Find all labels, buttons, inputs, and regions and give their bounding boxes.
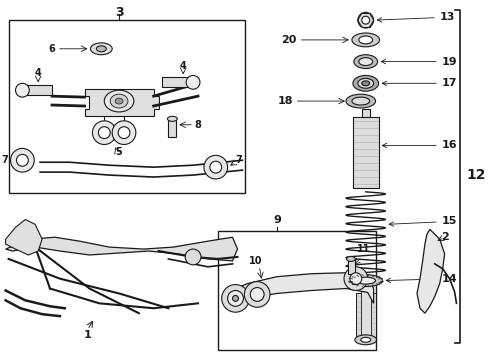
Circle shape (209, 161, 221, 173)
Circle shape (221, 284, 249, 312)
Circle shape (118, 127, 130, 139)
Text: 5: 5 (116, 147, 122, 157)
Circle shape (232, 296, 238, 301)
Polygon shape (416, 229, 444, 313)
Text: 13: 13 (377, 12, 454, 22)
Ellipse shape (104, 90, 134, 112)
Text: 7: 7 (2, 155, 9, 165)
Text: 19: 19 (381, 57, 456, 67)
Circle shape (349, 273, 361, 284)
Circle shape (17, 154, 28, 166)
Bar (168, 119, 176, 136)
Polygon shape (6, 237, 237, 261)
Text: 4: 4 (35, 68, 41, 78)
Circle shape (361, 16, 369, 24)
Bar (347, 259, 354, 274)
Ellipse shape (360, 337, 370, 342)
Ellipse shape (115, 98, 123, 104)
Bar (161, 77, 193, 87)
Text: 20: 20 (281, 35, 296, 45)
Circle shape (16, 83, 29, 97)
Ellipse shape (352, 76, 378, 91)
Text: 2: 2 (440, 232, 447, 242)
Ellipse shape (110, 94, 128, 108)
Text: 11: 11 (356, 244, 370, 254)
Bar (352, 117, 378, 188)
Text: 10: 10 (248, 256, 262, 266)
Text: 9: 9 (272, 215, 280, 225)
Ellipse shape (358, 58, 372, 66)
Ellipse shape (96, 46, 106, 52)
Ellipse shape (351, 97, 369, 105)
Circle shape (112, 121, 136, 144)
Circle shape (186, 76, 200, 89)
Bar (22, 85, 52, 95)
Polygon shape (6, 220, 42, 255)
Ellipse shape (361, 81, 369, 86)
Polygon shape (84, 89, 158, 116)
Text: 1: 1 (83, 330, 91, 340)
Text: 3: 3 (115, 6, 123, 19)
Ellipse shape (358, 36, 372, 44)
Ellipse shape (90, 43, 112, 55)
Text: 4: 4 (180, 60, 186, 71)
Bar (360, 291, 370, 340)
Text: 16: 16 (382, 140, 456, 150)
Bar (355, 293, 375, 338)
Circle shape (357, 12, 373, 28)
Ellipse shape (348, 275, 382, 287)
Bar (361, 109, 369, 117)
Text: 8: 8 (194, 120, 201, 130)
Circle shape (244, 282, 269, 307)
Circle shape (344, 267, 367, 291)
Circle shape (92, 121, 116, 144)
Circle shape (185, 249, 201, 265)
Circle shape (250, 288, 264, 301)
Bar (9, 20, 245, 193)
Polygon shape (225, 273, 373, 308)
Ellipse shape (354, 335, 376, 345)
Text: 17: 17 (382, 78, 456, 88)
Circle shape (227, 291, 243, 306)
Text: 7: 7 (235, 155, 242, 165)
Ellipse shape (346, 94, 375, 108)
Ellipse shape (351, 33, 379, 47)
Text: 18: 18 (277, 96, 292, 106)
Circle shape (203, 155, 227, 179)
Text: 12: 12 (466, 168, 485, 182)
Ellipse shape (355, 277, 375, 284)
Text: 6: 6 (48, 44, 55, 54)
Ellipse shape (167, 116, 177, 121)
Ellipse shape (357, 78, 373, 88)
Text: 14: 14 (386, 274, 456, 284)
Text: 15: 15 (388, 216, 456, 226)
Circle shape (98, 127, 110, 139)
Bar (217, 231, 375, 350)
Circle shape (11, 148, 34, 172)
Ellipse shape (346, 256, 355, 261)
Ellipse shape (353, 55, 377, 68)
